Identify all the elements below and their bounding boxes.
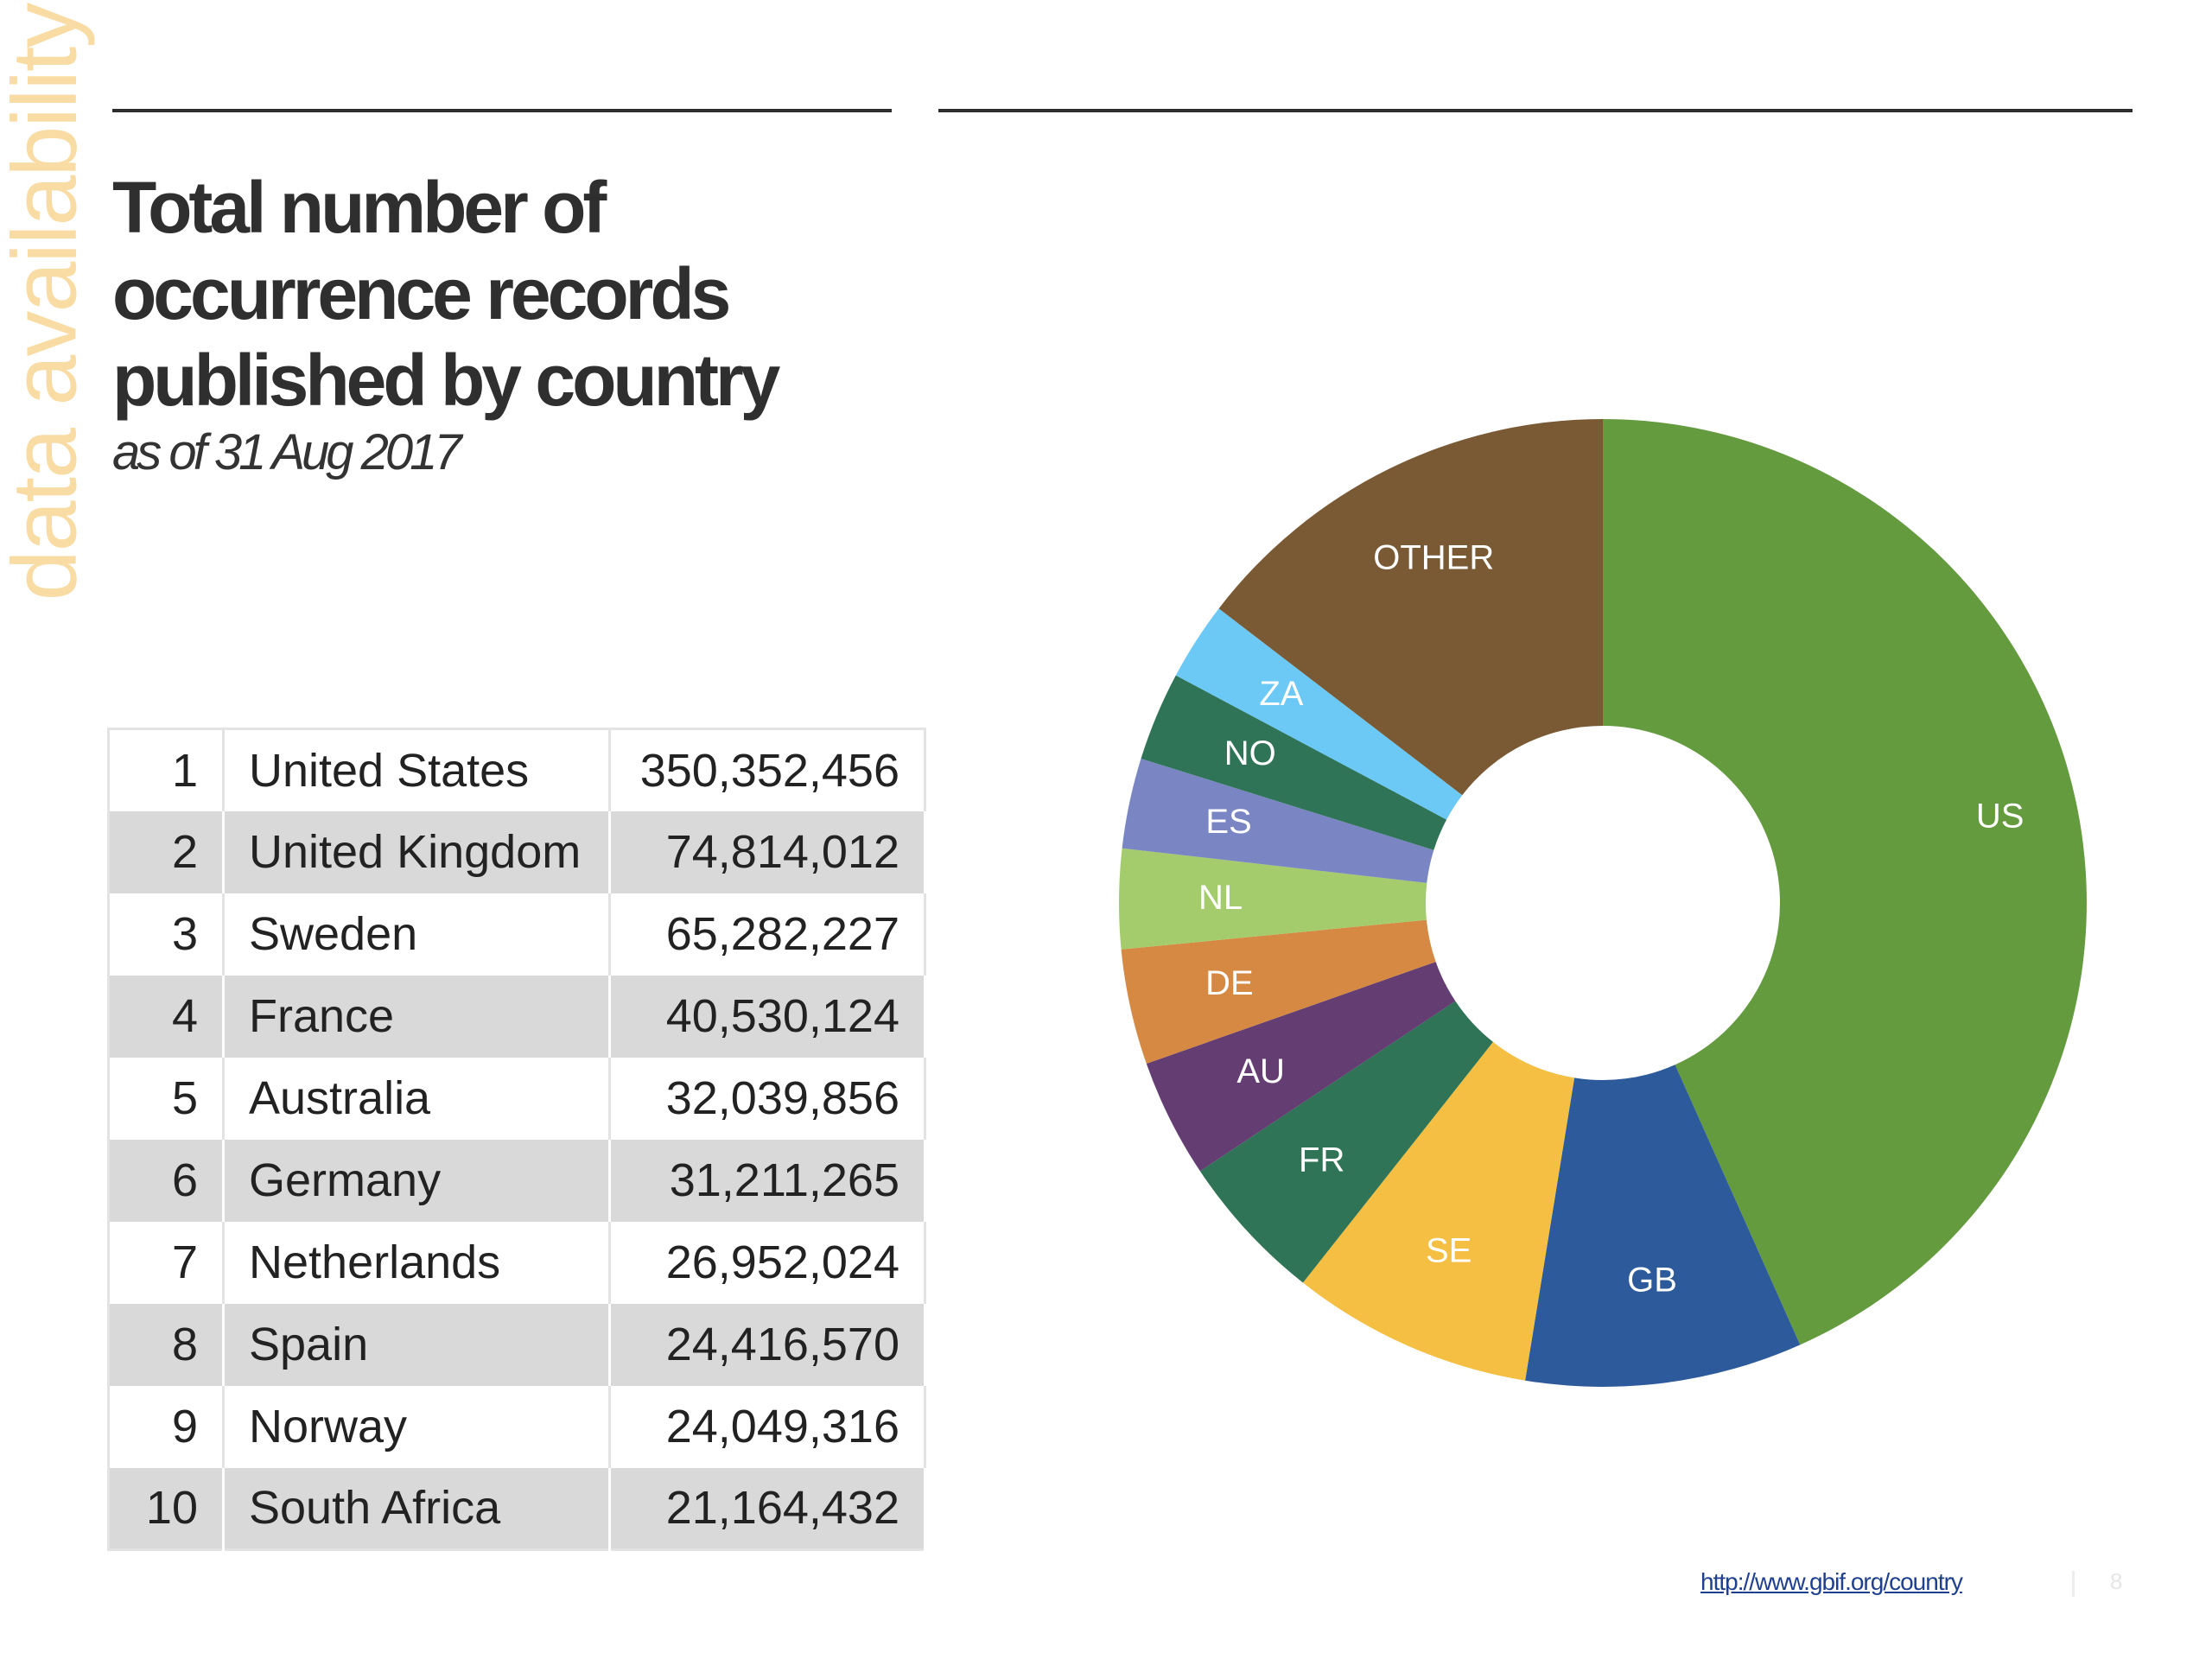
- rank-cell: 1: [108, 728, 225, 811]
- slice-label-no: NO: [1224, 734, 1276, 772]
- slice-label-us: US: [1976, 798, 2024, 836]
- count-cell: 24,049,316: [609, 1385, 926, 1468]
- country-ranking-table: 1 United States 350,352,456 2 United Kingdom…: [107, 728, 926, 1551]
- table-row: 9 Norway 24,049,316: [108, 1385, 926, 1468]
- count-cell: 350,352,456: [609, 728, 926, 811]
- slice-other: [1218, 419, 1603, 796]
- donut-chart: US GB SE FR AU DE NL ES NO ZA OTHER: [1119, 419, 2087, 1387]
- rank-cell: 9: [108, 1385, 225, 1468]
- table-row: 6 Germany 31,211,265: [108, 1139, 926, 1222]
- country-cell: Australia: [223, 1057, 611, 1140]
- table-row: 1 United States 350,352,456: [108, 728, 926, 811]
- rank-cell: 10: [108, 1467, 225, 1550]
- rank-cell: 8: [108, 1303, 225, 1386]
- table-row: 3 Sweden 65,282,227: [108, 893, 926, 976]
- side-label-text: data availability: [0, 3, 96, 601]
- rank-cell: 3: [108, 893, 225, 976]
- slice-au: [1146, 962, 1456, 1172]
- rank-cell: 5: [108, 1057, 225, 1140]
- slice-label-gb: GB: [1627, 1261, 1677, 1299]
- count-cell: 40,530,124: [609, 975, 926, 1058]
- table-row: 4 France 40,530,124: [108, 975, 926, 1058]
- country-cell: Sweden: [223, 893, 611, 976]
- slide-title: Total number of occurrence records publi…: [112, 167, 780, 421]
- count-cell: 21,164,432: [609, 1467, 926, 1550]
- slice-label-de: DE: [1205, 964, 1254, 1002]
- slice-label-es: ES: [1205, 803, 1251, 841]
- count-cell: 32,039,856: [609, 1057, 926, 1140]
- slice-es: [1122, 758, 1434, 883]
- slice-de: [1121, 919, 1436, 1065]
- count-cell: 24,416,570: [609, 1303, 926, 1386]
- table-row: 5 Australia 32,039,856: [108, 1057, 926, 1140]
- rank-cell: 4: [108, 975, 225, 1058]
- top-rule-left: [112, 109, 892, 112]
- slice-nl: [1119, 848, 1427, 950]
- slice-label-au: AU: [1236, 1052, 1285, 1090]
- table-row: 2 United Kingdom 74,814,012: [108, 810, 926, 893]
- slice-za: [1175, 608, 1463, 820]
- slice-label-other: OTHER: [1373, 539, 1494, 577]
- page-number: 8: [2110, 1568, 2123, 1594]
- slice-label-se: SE: [1426, 1232, 1471, 1270]
- country-cell: Netherlands: [223, 1221, 611, 1304]
- country-cell: Spain: [223, 1303, 611, 1386]
- country-cell: France: [223, 975, 611, 1058]
- slide-subtitle: as of 31 Aug 2017: [112, 424, 462, 480]
- table-row: 10 South Africa 21,164,432: [108, 1467, 926, 1550]
- count-cell: 74,814,012: [609, 810, 926, 893]
- country-cell: Norway: [223, 1385, 611, 1468]
- table-row: 7 Netherlands 26,952,024: [108, 1221, 926, 1304]
- count-cell: 26,952,024: [609, 1221, 926, 1304]
- country-cell: Germany: [223, 1139, 611, 1222]
- slice-label-fr: FR: [1299, 1141, 1344, 1179]
- slice-fr: [1199, 1001, 1493, 1283]
- source-link[interactable]: http://www.gbif.org/country: [1700, 1568, 1963, 1595]
- slice-se: [1302, 1041, 1575, 1381]
- slice-gb: [1525, 1065, 1801, 1387]
- slice-no: [1141, 675, 1447, 850]
- count-cell: 65,282,227: [609, 893, 926, 976]
- side-section-label: data availability: [0, 0, 96, 605]
- slice-label-nl: NL: [1198, 879, 1243, 917]
- country-cell: United Kingdom: [223, 810, 611, 893]
- page-separator: [2072, 1571, 2075, 1597]
- rank-cell: 6: [108, 1139, 225, 1222]
- country-cell: United States: [223, 728, 611, 811]
- table-row: 8 Spain 24,416,570: [108, 1303, 926, 1386]
- rank-cell: 7: [108, 1221, 225, 1304]
- slice-us: [1603, 419, 2087, 1345]
- rank-cell: 2: [108, 810, 225, 893]
- slice-label-za: ZA: [1259, 675, 1303, 713]
- count-cell: 31,211,265: [609, 1139, 926, 1222]
- top-rule-right: [938, 109, 2133, 112]
- country-cell: South Africa: [223, 1467, 611, 1550]
